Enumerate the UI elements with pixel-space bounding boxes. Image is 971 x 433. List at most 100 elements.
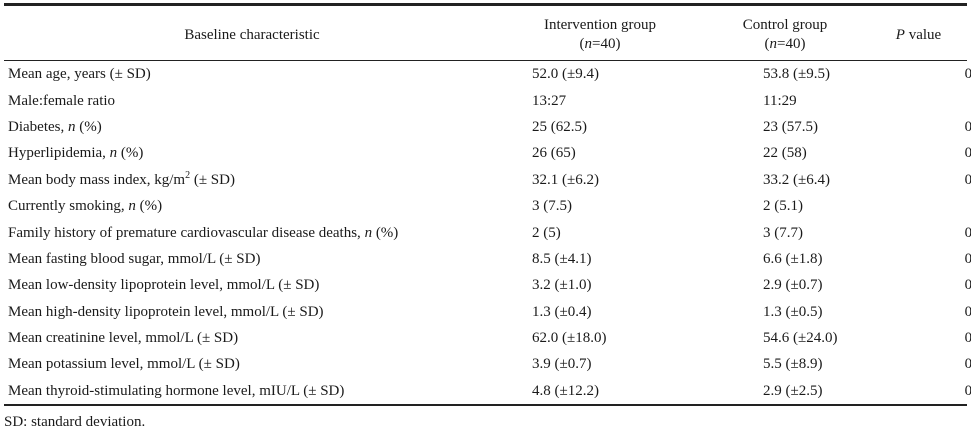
row-intervention-value: 3.9 (±0.7) [532,356,592,373]
characteristic-pre: Currently smoking, [8,198,129,215]
row-characteristic: Currently smoking, n (%) [4,193,504,219]
table-row: Mean potassium level, mmol/L (± SD) 3.9 (… [4,351,971,377]
table-row: Family history of premature cardiovascul… [4,219,971,245]
characteristic-pre: Diabetes, [8,118,68,135]
row-control-value: 23 (57.5) [763,118,818,135]
characteristic-post: (%) [135,198,163,215]
row-intervention-value: 3 (7.5) [532,198,572,215]
characteristic-pre: Mean high-density lipoprotein level, mmo… [8,303,324,320]
row-control-value: 22 (58) [763,145,807,162]
row-characteristic: Mean body mass index, kg/m2 (± SD) [4,167,504,193]
table-row: Mean thyroid-stimulating hormone level, … [4,378,971,404]
row-characteristic: Mean thyroid-stimulating hormone level, … [4,378,504,404]
header-col2-close: =40) [777,36,806,52]
row-intervention-value: 3.2 (±1.0) [532,277,592,294]
row-p-value: 1.0 [933,193,971,219]
row-p-value: 0.283 [964,356,971,373]
characteristic-pre: Mean low-density lipoprotein level, mmol… [8,277,320,294]
header-col0-label: Baseline characteristic [184,26,320,43]
table-header-rule [4,60,967,61]
row-p-value: 0.434 [964,145,971,162]
row-characteristic: Mean creatinine level, mmol/L (± SD) [4,325,504,351]
table-bottom-rule [4,404,967,406]
header-p-value: P value [870,11,967,59]
characteristic-pre: Male:female ratio [8,92,116,109]
row-control-value: 2 (5.1) [763,198,803,215]
characteristic-it: n [67,118,76,135]
row-p-value: 0.160 [964,277,971,294]
header-col3-rest: value [904,26,942,43]
header-col2-open: ( [764,36,770,52]
row-p-value: 0.621 [964,303,971,320]
header-col1-line1: Intervention group [543,17,657,33]
header-col1-n: n [584,36,593,52]
header-baseline-characteristic: Baseline characteristic [4,11,500,59]
table-row: Mean low-density lipoprotein level, mmol… [4,272,971,298]
row-characteristic: Mean fasting blood sugar, mmol/L (± SD) [4,246,504,272]
table-row: Diabetes, n (%) 25 (62.5) 23 (57.5) 0.648 [4,114,971,140]
header-col1-close: =40) [592,36,621,52]
row-control-value: 1.3 (±0.5) [763,303,823,320]
characteristic-pre: Mean creatinine level, mmol/L (± SD) [8,330,239,347]
characteristic-pre: Hyperlipidemia, [8,145,110,162]
header-col1-line2: (n=40) [580,35,621,54]
table-row: Mean age, years (± SD) 52.0 (±9.4) 53.8 (±… [4,61,971,87]
characteristic-it: n [109,145,118,162]
characteristic-post: (%) [75,118,102,135]
row-characteristic: Mean low-density lipoprotein level, mmol… [4,272,504,298]
row-characteristic: Mean age, years (± SD) [4,61,504,87]
row-characteristic: Male:female ratio [4,87,504,113]
row-intervention-value: 26 (65) [532,145,576,162]
header-col1-open: ( [579,36,585,52]
table-row: Male:female ratio 13:27 11:29 — [4,87,971,113]
characteristic-pre: Family history of premature cardiovascul… [8,224,365,241]
row-characteristic: Diabetes, n (%) [4,114,504,140]
row-intervention-value: 13:27 [532,92,567,109]
row-intervention-value: 2 (5) [532,224,561,241]
characteristic-pre: Mean thyroid-stimulating hormone level, … [8,382,345,399]
row-control-value: 54.6 (±24.0) [763,330,838,347]
row-p-value: 0.648 [964,118,971,135]
characteristic-pre: Mean body mass index, kg/m [8,171,186,188]
characteristic-sup: 2 [185,169,191,181]
table-row: Mean body mass index, kg/m2 (± SD) 32.1 (… [4,167,971,193]
row-intervention-value: 25 (62.5) [532,118,587,135]
characteristic-pre: Mean age, years (± SD) [8,66,151,83]
row-p-value: 0.444 [964,171,971,188]
header-col2-line2: (n=40) [765,35,806,54]
row-p-value: 0.675 [964,224,971,241]
table-top-rule [4,3,967,6]
row-p-value: — [933,87,971,113]
row-characteristic: Hyperlipidemia, n (%) [4,140,504,166]
row-control-value: 2.9 (±2.5) [763,382,823,399]
table-row: Currently smoking, n (%) 3 (7.5) 2 (5.1) 1.… [4,193,971,219]
row-p-value: 0.409 [964,66,971,83]
row-control-value: 6.6 (±1.8) [763,250,823,267]
header-col3-p: P [895,26,905,43]
row-control-value: 33.2 (±6.4) [763,171,830,188]
row-characteristic: Family history of premature cardiovascul… [4,219,504,245]
characteristic-post: (%) [117,145,144,162]
row-intervention-value: 62.0 (±18.0) [532,330,607,347]
header-col2-line1: Control group [742,17,828,33]
characteristic-it: n [128,198,136,215]
header-control-group: Control group (n=40) [700,11,870,59]
row-control-value: 53.8 (±9.5) [763,66,830,83]
characteristic-pre: Mean potassium level, mmol/L (± SD) [8,356,240,373]
characteristic-it: n [364,224,373,241]
table-body: Mean age, years (± SD) 52.0 (±9.4) 53.8 (±… [4,61,971,404]
row-intervention-value: 4.8 (±12.2) [532,382,599,399]
row-p-value: 0.145 [964,330,971,347]
row-intervention-value: 1.3 (±0.4) [532,303,592,320]
row-characteristic: Mean high-density lipoprotein level, mmo… [4,299,504,325]
row-control-value: 2.9 (±0.7) [763,277,823,294]
table-footnote: SD: standard deviation. [4,414,146,430]
row-intervention-value: 8.5 (±4.1) [532,250,592,267]
characteristic-pre: Mean fasting blood sugar, mmol/L (± SD) [8,250,261,267]
header-intervention-group: Intervention group (n=40) [500,11,700,59]
characteristic-post2: (± SD) [190,171,235,188]
table-row: Mean creatinine level, mmol/L (± SD) 62.0… [4,325,971,351]
table-row: Mean fasting blood sugar, mmol/L (± SD) 8… [4,246,971,272]
row-intervention-value: 32.1 (±6.2) [532,171,599,188]
